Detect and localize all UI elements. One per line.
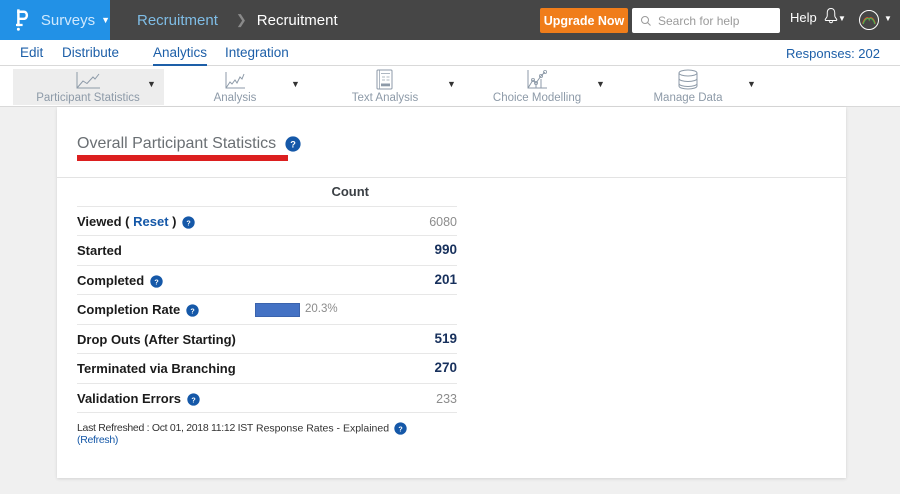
svg-text:?: ? <box>290 139 296 149</box>
svg-text:?: ? <box>191 396 195 404</box>
svg-text:?: ? <box>154 278 158 286</box>
svg-text:?: ? <box>186 219 190 227</box>
svg-text:?: ? <box>398 425 402 433</box>
svg-text:?: ? <box>190 307 194 315</box>
